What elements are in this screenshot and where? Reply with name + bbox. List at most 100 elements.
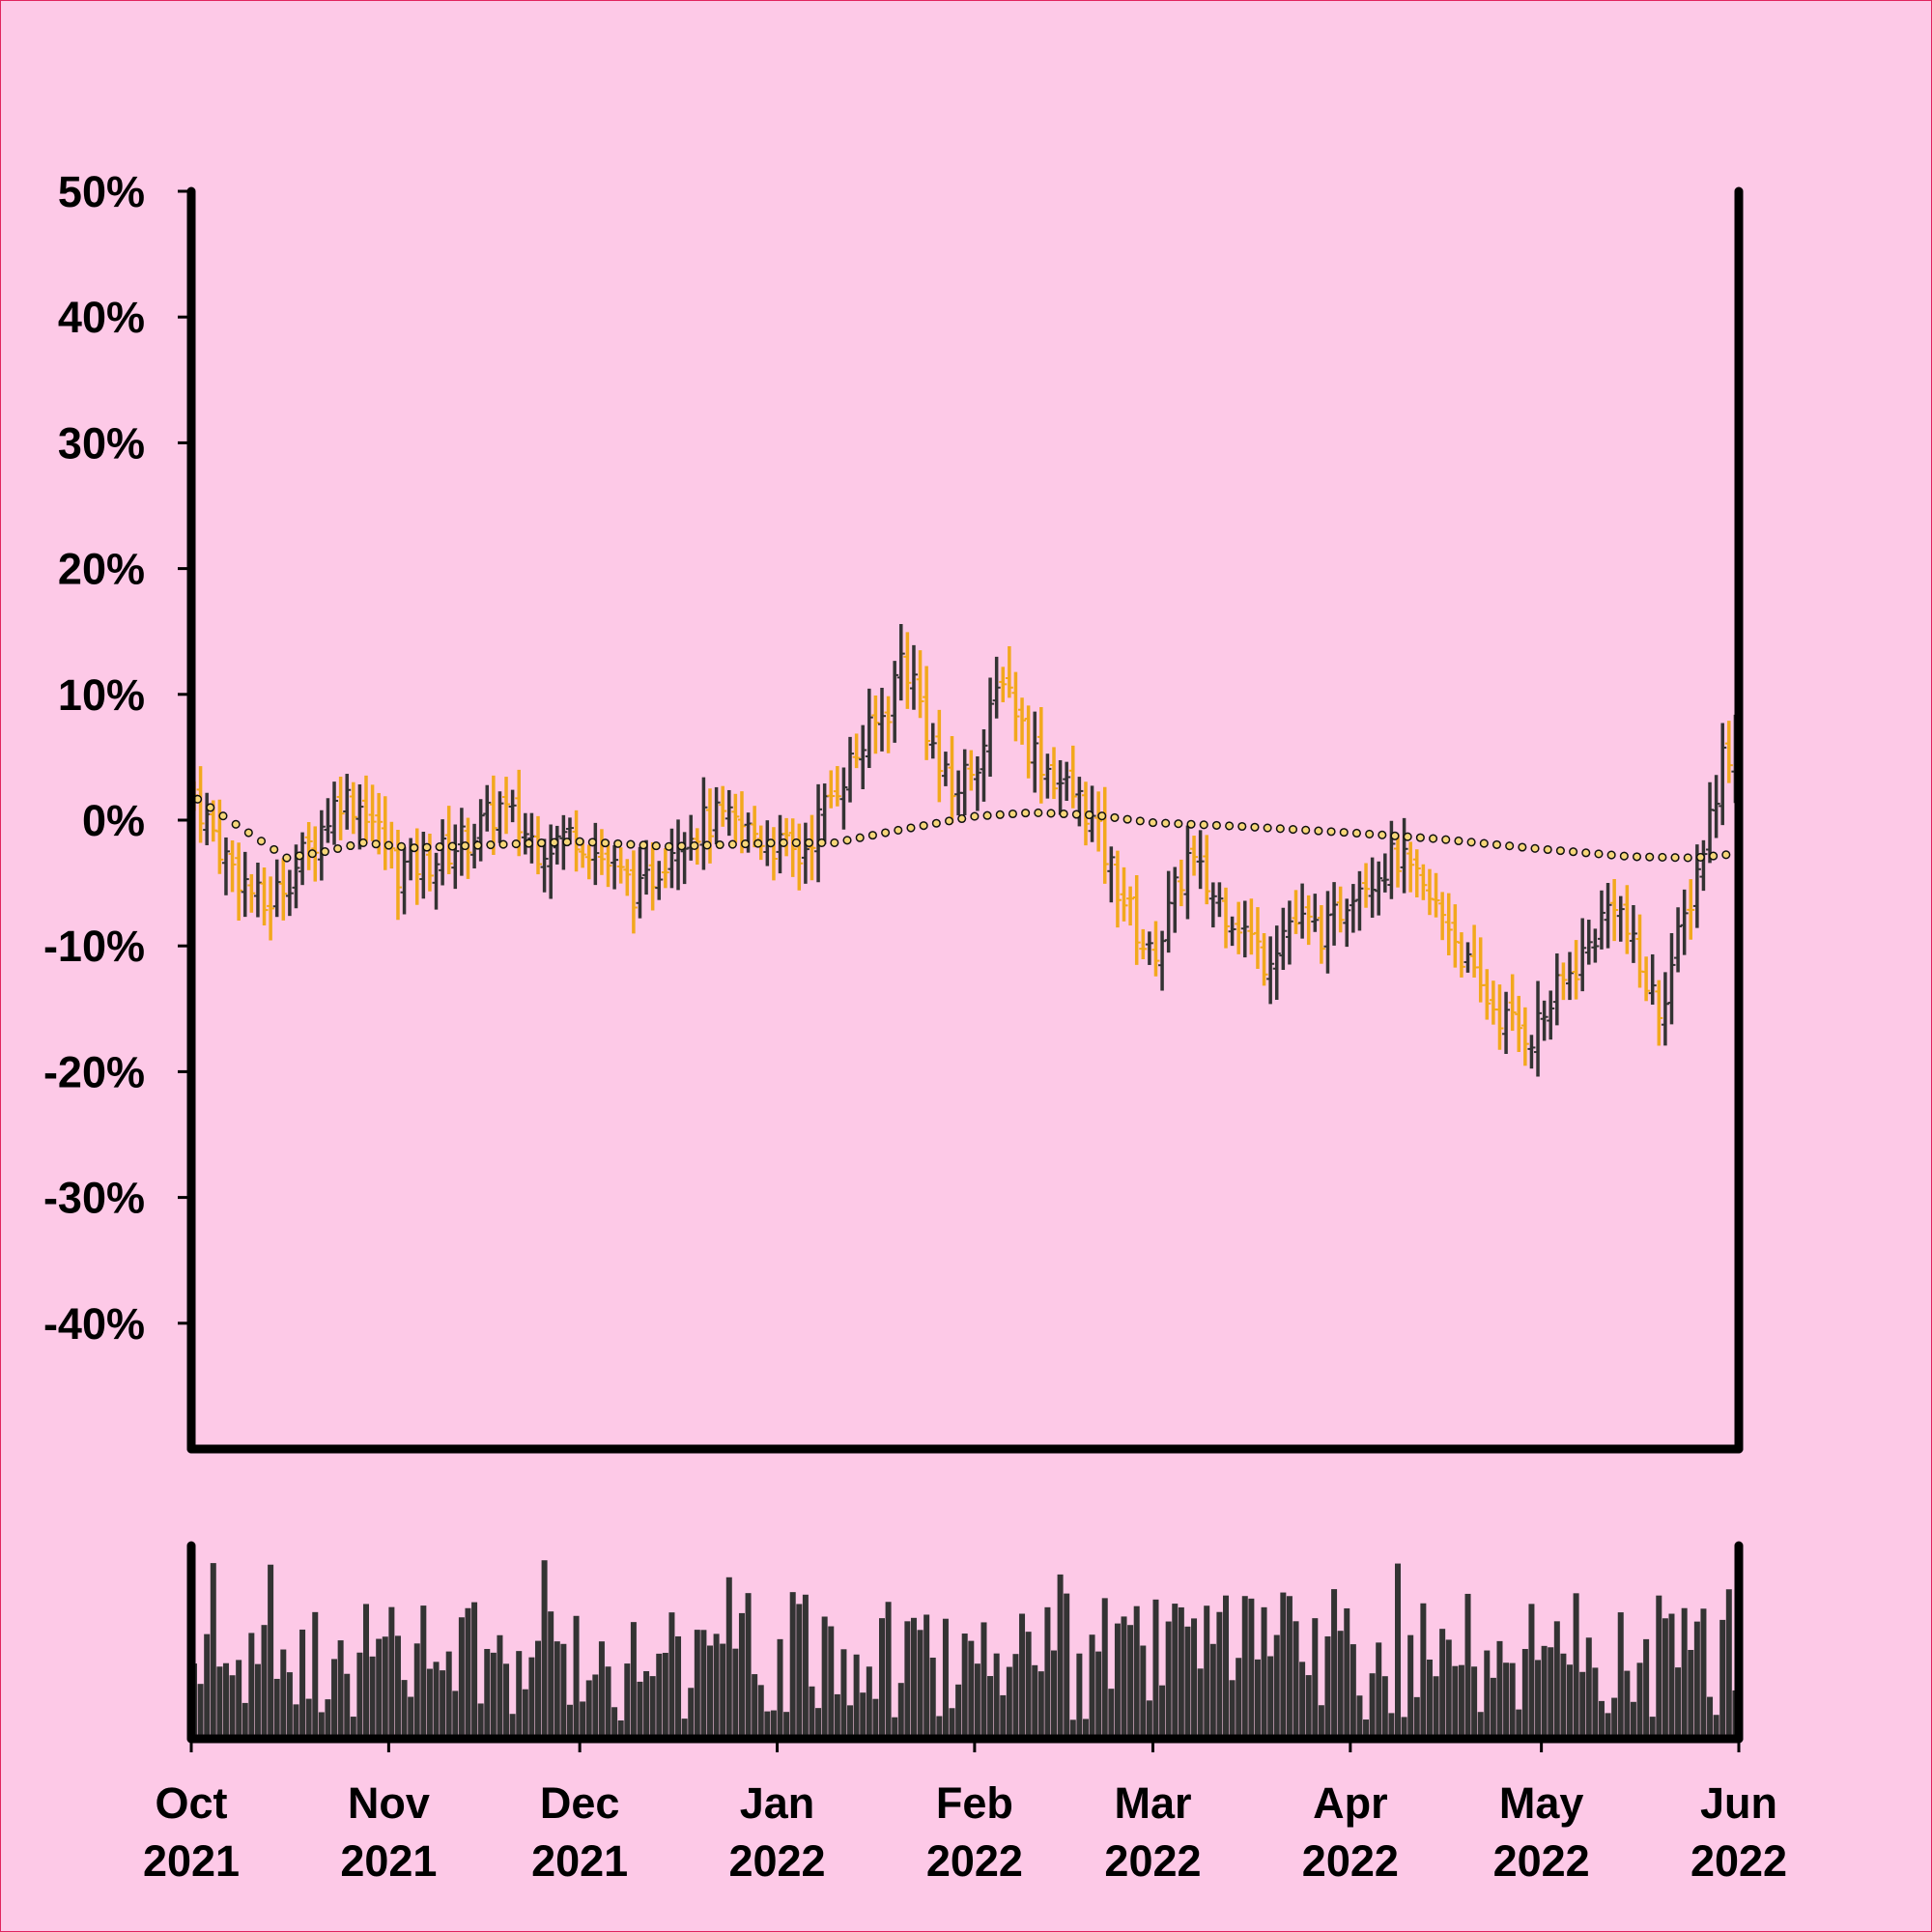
volume-bar xyxy=(261,1625,268,1739)
volume-bar xyxy=(331,1659,338,1739)
volume-bar xyxy=(1101,1598,1108,1739)
trend-dot xyxy=(982,810,992,820)
trend-dot xyxy=(613,838,623,848)
trend-dot xyxy=(1518,842,1527,852)
volume-bar xyxy=(796,1604,803,1739)
trend-dot xyxy=(639,840,648,850)
trend-dot xyxy=(1441,835,1451,844)
trend-dot xyxy=(256,837,267,846)
trend-dot xyxy=(486,840,496,850)
trend-dot xyxy=(842,836,852,845)
volume-bar xyxy=(1267,1656,1274,1739)
trend-dot xyxy=(690,840,699,850)
trend-dot xyxy=(1097,811,1107,821)
x-tick-month: May xyxy=(1499,1778,1584,1828)
volume-bar xyxy=(821,1616,828,1739)
volume-bar xyxy=(325,1699,331,1739)
trend-dot xyxy=(524,838,533,848)
trend-dot xyxy=(460,841,470,851)
volume-bar xyxy=(535,1640,541,1739)
y-tick-label: 40% xyxy=(58,293,145,342)
volume-bar xyxy=(1560,1653,1567,1739)
x-tick-month: Feb xyxy=(936,1778,1013,1828)
volume-bar xyxy=(1509,1662,1516,1739)
volume-bar xyxy=(312,1611,319,1739)
volume-bar xyxy=(732,1648,739,1739)
volume-bar xyxy=(1076,1653,1083,1739)
volume-bar xyxy=(1216,1611,1223,1739)
volume-bar xyxy=(1496,1640,1503,1739)
volume-bar xyxy=(1133,1605,1140,1739)
y-tick-label: 20% xyxy=(58,545,145,594)
volume-bar xyxy=(1331,1589,1338,1739)
volume-bar xyxy=(840,1649,847,1739)
trend-dot xyxy=(1594,849,1604,859)
trend-dot xyxy=(741,839,751,849)
trend-dot xyxy=(498,839,508,849)
trend-dot xyxy=(1479,838,1489,848)
volume-bar xyxy=(1407,1634,1414,1739)
y-tick-label: 30% xyxy=(58,418,145,468)
trend-dot xyxy=(447,841,457,851)
volume-bar xyxy=(1273,1634,1280,1739)
trend-dot xyxy=(1288,825,1298,835)
trend-dot xyxy=(1301,825,1311,835)
trend-dot xyxy=(346,840,355,851)
volume-bar xyxy=(554,1641,560,1739)
volume-bar xyxy=(280,1649,287,1739)
trend-dot xyxy=(867,831,877,840)
volume-bar xyxy=(1598,1700,1605,1739)
trend-dot xyxy=(1225,821,1235,831)
volume-bar xyxy=(1675,1667,1682,1739)
trend-dot xyxy=(1505,841,1515,851)
volume-bar xyxy=(1413,1696,1420,1739)
price-bars xyxy=(190,623,1740,1077)
volume-bar xyxy=(1197,1668,1204,1739)
volume-bar xyxy=(879,1618,885,1739)
volume-bar xyxy=(681,1719,688,1739)
volume-bar xyxy=(694,1630,700,1739)
volume-bar xyxy=(802,1594,809,1739)
volume-bar xyxy=(1204,1605,1210,1739)
volume-bar xyxy=(809,1686,815,1739)
trend-dot xyxy=(1275,824,1285,834)
volume-bar xyxy=(573,1615,580,1739)
x-tick-year: 2021 xyxy=(340,1836,437,1886)
volume-bar xyxy=(955,1684,962,1739)
volume-bar xyxy=(1044,1606,1051,1739)
volume-bar xyxy=(1025,1632,1032,1739)
y-tick-label: -30% xyxy=(43,1174,145,1223)
volume-bar xyxy=(585,1680,592,1739)
volume-bar xyxy=(713,1634,720,1739)
volume-bar xyxy=(1535,1660,1542,1739)
trend-dot xyxy=(1555,846,1565,856)
volume-bar xyxy=(1477,1712,1484,1739)
volume-bar xyxy=(688,1688,695,1739)
trend-dot xyxy=(1008,809,1017,819)
volume-bar xyxy=(1165,1621,1172,1739)
x-tick-month: Dec xyxy=(540,1778,620,1828)
volume-bar xyxy=(1548,1647,1554,1739)
volume-bar xyxy=(1254,1659,1261,1739)
volume-bars xyxy=(191,1560,1739,1739)
volume-bar xyxy=(1707,1696,1714,1739)
volume-bar xyxy=(1471,1666,1478,1739)
trend-dot xyxy=(1199,820,1208,830)
trend-dot xyxy=(1530,843,1540,853)
volume-bar xyxy=(1051,1650,1057,1739)
x-tick-year: 2022 xyxy=(1690,1836,1787,1886)
volume-bar xyxy=(770,1710,777,1739)
volume-bar xyxy=(675,1635,682,1739)
trend-dot xyxy=(282,853,292,863)
volume-bar xyxy=(426,1668,433,1739)
trend-dot xyxy=(1606,850,1616,860)
trend-dot xyxy=(1695,852,1705,862)
volume-bar xyxy=(337,1640,344,1739)
volume-bar xyxy=(815,1708,822,1739)
volume-bar xyxy=(1503,1662,1510,1739)
volume-bar xyxy=(1381,1676,1388,1739)
volume-bar xyxy=(942,1618,949,1739)
trend-dot xyxy=(320,847,329,857)
volume-bar xyxy=(286,1672,293,1739)
